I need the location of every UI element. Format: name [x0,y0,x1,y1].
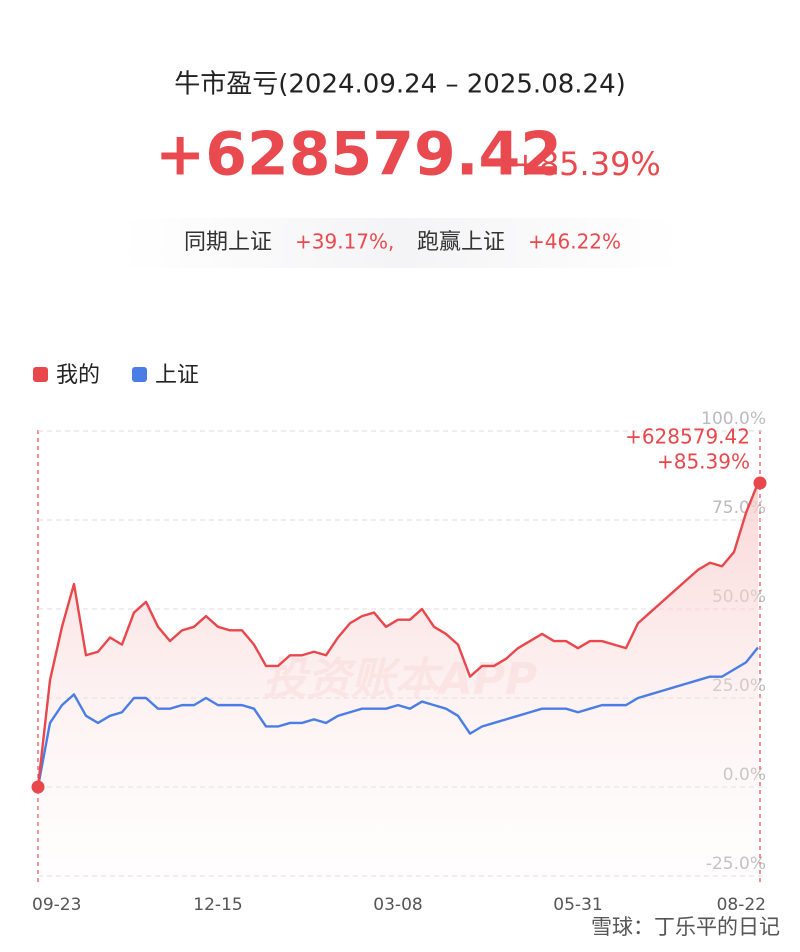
x-tick-label: 05-31 [553,895,602,915]
area [38,483,758,876]
title: 牛市盈亏(2024.09.24 – 2025.08.24) [174,70,626,100]
line [36,646,759,788]
footer: 雪球：丁乐平的日记 [591,915,780,939]
legend-label: 我的 [56,363,100,388]
x-tick-label: 12-15 [193,895,242,915]
profit: +628579.42 [155,120,562,190]
legend-label: 上证 [155,363,199,388]
end-point [753,476,767,490]
y-tick-label: 100.0% [701,409,766,429]
x-tick-label: 08-22 [717,895,766,915]
line [36,482,760,788]
x-tick-label: 03-08 [373,895,422,915]
compare-label: 同期上证 [184,230,272,255]
end-point [31,780,45,794]
beat-label: 跑赢上证 [417,230,505,255]
annotation: +85.39% [657,450,750,474]
compare-band [120,218,680,268]
legend-swatch [33,367,48,382]
compare-value: +39.17%, [295,230,394,254]
profit-pct: +85.39% [512,145,661,183]
annotation: +628579.42 [625,425,750,449]
x-tick-label: 09-23 [32,895,81,915]
beat-value: +46.22% [528,230,621,254]
legend-swatch [132,367,147,382]
